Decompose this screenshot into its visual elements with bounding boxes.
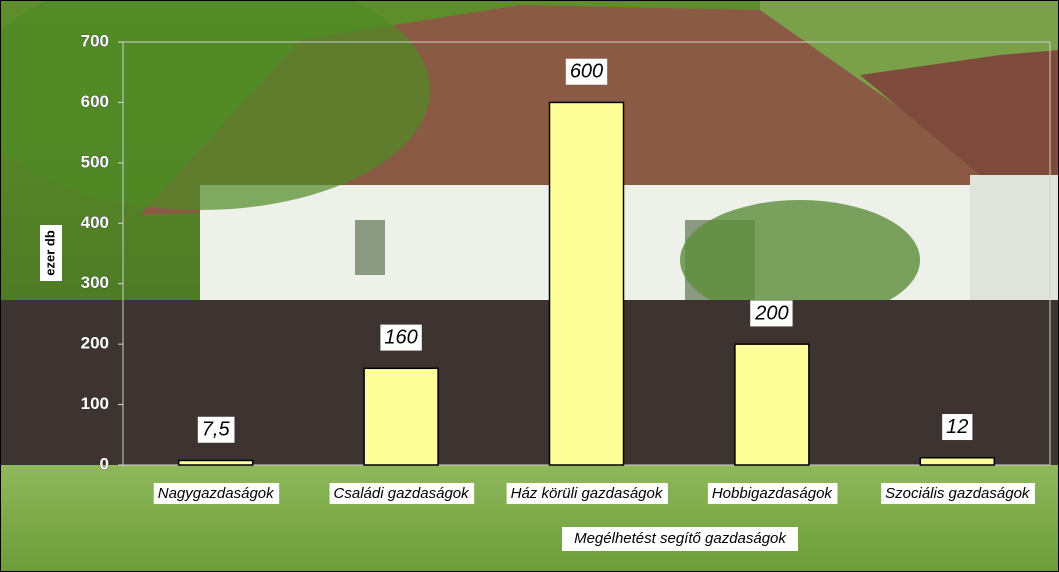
x-tick-label: Szociális gazdaságok [885,485,1031,502]
y-tick-label: 0 [100,454,109,473]
x-tick-label: Ház körüli gazdaságok [511,485,664,502]
y-label-box [40,225,62,281]
y-tick-label: 300 [81,273,109,292]
bar [734,343,810,466]
x-tick-label-box [707,482,838,504]
x-tick-label-box [881,482,1035,504]
bar [363,367,439,466]
value-label-box [197,416,235,443]
y-tick-label: 200 [81,334,109,353]
bar [177,459,254,466]
value-label-box [380,324,422,351]
value-label: 160 [384,327,417,349]
x-tick-label-box [153,482,280,504]
y-tick-label: 500 [81,152,109,171]
x-tick-label-box [506,482,668,504]
y-tick-label: 400 [81,213,109,232]
x-label-box [562,527,798,551]
value-label-box [565,58,608,85]
value-label: 200 [754,302,788,324]
grass [0,465,1059,572]
value-label: 600 [570,61,603,83]
value-label-box [942,414,973,441]
y-tick-label: 700 [81,31,109,50]
x-axis-label: Megélhetést segítő gazdaságok [574,530,787,547]
bar [919,456,996,466]
x-tick-label: Nagygazdaságok [158,485,275,502]
value-label: 12 [946,416,968,438]
value-label-box [750,300,793,327]
foliage [0,0,430,210]
x-tick-label: Családi gazdaságok [334,485,471,502]
roof-right [860,50,1059,175]
value-label: 7,5 [202,419,231,441]
fence [0,300,1059,470]
x-tick-label-box [329,482,475,504]
y-tick-label: 600 [81,92,109,111]
y-tick-label: 100 [81,394,109,413]
bush [680,200,920,320]
y-axis-label: ezer db [42,230,57,276]
window [355,220,385,275]
bar [548,101,625,466]
x-tick-label: Hobbigazdaságok [712,485,834,502]
